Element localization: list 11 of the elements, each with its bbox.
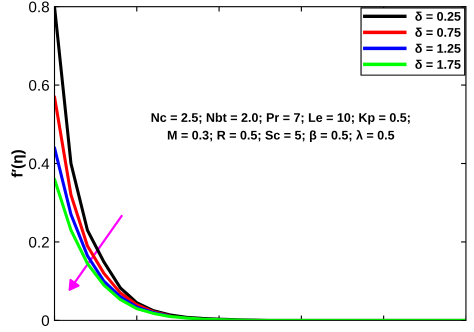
legend-label: δ = 0.25	[415, 12, 461, 21]
y-tick-label: 0.2	[29, 236, 49, 248]
y-tick-label: 0.6	[29, 80, 49, 91]
y-axis-title: f′(η)	[11, 150, 26, 178]
y-tick-label: 0.4	[29, 158, 50, 170]
legend-label: δ = 1.25	[415, 44, 461, 53]
legend-label: δ = 1.75	[415, 60, 461, 69]
legend-label: δ = 0.75	[415, 28, 461, 37]
y-tick-label: 0	[42, 315, 50, 326]
y-tick-label: 0.8	[29, 2, 49, 12]
annotation: Nc = 2.5; Nbt = 2.0; Pr = 7; Le = 10; Kp = 0.5; M = 0.3; R = 0.5; Sc = 5; β = 0.5; λ = 0.5	[152, 112, 410, 142]
